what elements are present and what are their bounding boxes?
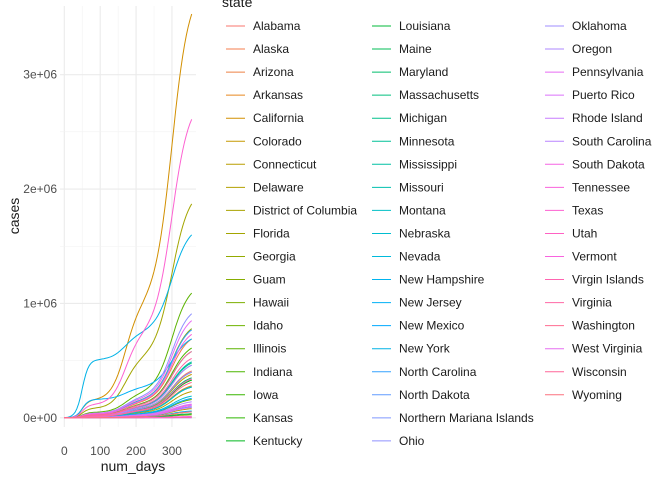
legend-label: Wisconsin — [572, 365, 627, 379]
legend-label: Wyoming — [572, 388, 622, 402]
series-line — [64, 234, 193, 419]
legend-label: Vermont — [572, 250, 617, 264]
grid — [60, 6, 196, 427]
y-tick-label: 1e+06 — [23, 296, 57, 310]
legend: Alabama Alaska Arizona Arkansas California Co… — [226, 19, 652, 448]
legend-label: District of Columbia — [253, 203, 357, 217]
legend-label: Maine — [399, 42, 432, 56]
series-line — [64, 119, 193, 419]
y-tick-label: 2e+06 — [23, 182, 57, 196]
legend-label: Pennsylvania — [572, 65, 644, 79]
legend-label: Alabama — [253, 19, 301, 33]
legend-label: Rhode Island — [572, 111, 643, 125]
y-tick-label: 0e+00 — [23, 411, 57, 425]
legend-label: Indiana — [253, 365, 293, 379]
legend-label: Arizona — [253, 65, 294, 79]
legend-label: Texas — [572, 203, 603, 217]
y-axis-ticks: 0e+00 1e+06 2e+06 3e+06 — [23, 68, 57, 425]
legend-label: Nevada — [399, 250, 441, 264]
series-line — [64, 203, 193, 419]
series-line — [64, 338, 192, 419]
legend-label: Delaware — [253, 180, 304, 194]
x-tick-label: 300 — [162, 444, 182, 458]
series-line — [64, 292, 193, 419]
x-tick-label: 0 — [61, 444, 68, 458]
legend-label: South Dakota — [572, 157, 645, 171]
legend-label: Kentucky — [253, 434, 302, 448]
legend-label: Minnesota — [399, 134, 455, 148]
legend-label: Alaska — [253, 42, 289, 56]
legend-label: Georgia — [253, 250, 296, 264]
legend-label: Maryland — [399, 65, 448, 79]
legend-label: North Carolina — [399, 365, 477, 379]
legend-label: Tennessee — [572, 180, 630, 194]
legend-label: New Jersey — [399, 296, 462, 310]
legend-label: Nebraska — [399, 226, 451, 240]
legend-label: Puerto Rico — [572, 88, 635, 102]
legend-label: Illinois — [253, 342, 286, 356]
legend-label: New York — [399, 342, 451, 356]
x-tick-label: 200 — [126, 444, 146, 458]
x-axis-title: num_days — [101, 458, 166, 474]
legend-label: Florida — [253, 226, 290, 240]
legend-label: California — [253, 111, 304, 125]
legend-label: South Carolina — [572, 134, 652, 148]
legend-label: Mississippi — [399, 157, 457, 171]
legend-label: Oregon — [572, 42, 612, 56]
legend-label: Arkansas — [253, 88, 303, 102]
legend-label: Oklahoma — [572, 19, 627, 33]
legend-label: Virgin Islands — [572, 273, 644, 287]
x-tick-label: 100 — [90, 444, 110, 458]
legend-label: Kansas — [253, 411, 293, 425]
legend-label: Louisiana — [399, 19, 451, 33]
legend-label: Connecticut — [253, 157, 317, 171]
x-axis-ticks: 0 100 200 300 — [61, 444, 182, 458]
series-line — [64, 381, 192, 419]
legend-label: Washington — [572, 319, 635, 333]
legend-label: Michigan — [399, 111, 447, 125]
legend-label: Colorado — [253, 134, 302, 148]
legend-label: Montana — [399, 203, 446, 217]
legend-label: Hawaii — [253, 296, 289, 310]
legend-label: Iowa — [253, 388, 279, 402]
legend-label: Northern Mariana Islands — [399, 411, 534, 425]
legend-label: New Hampshire — [399, 273, 485, 287]
legend-label: Utah — [572, 226, 597, 240]
series-line — [64, 411, 192, 419]
panel-background — [60, 6, 196, 427]
legend-label: Ohio — [399, 434, 425, 448]
legend-label: Missouri — [399, 180, 444, 194]
y-tick-label: 3e+06 — [23, 68, 57, 82]
legend-label: Guam — [253, 273, 286, 287]
legend-title: state — [222, 0, 253, 10]
legend-label: North Dakota — [399, 388, 470, 402]
legend-label: Massachusetts — [399, 88, 479, 102]
legend-label: West Virginia — [572, 342, 643, 356]
legend-label: New Mexico — [399, 319, 465, 333]
series-lines — [64, 13, 193, 419]
legend-label: Virginia — [572, 296, 612, 310]
y-axis-title: cases — [6, 198, 22, 235]
series-line — [64, 351, 192, 419]
legend-label: Idaho — [253, 319, 283, 333]
